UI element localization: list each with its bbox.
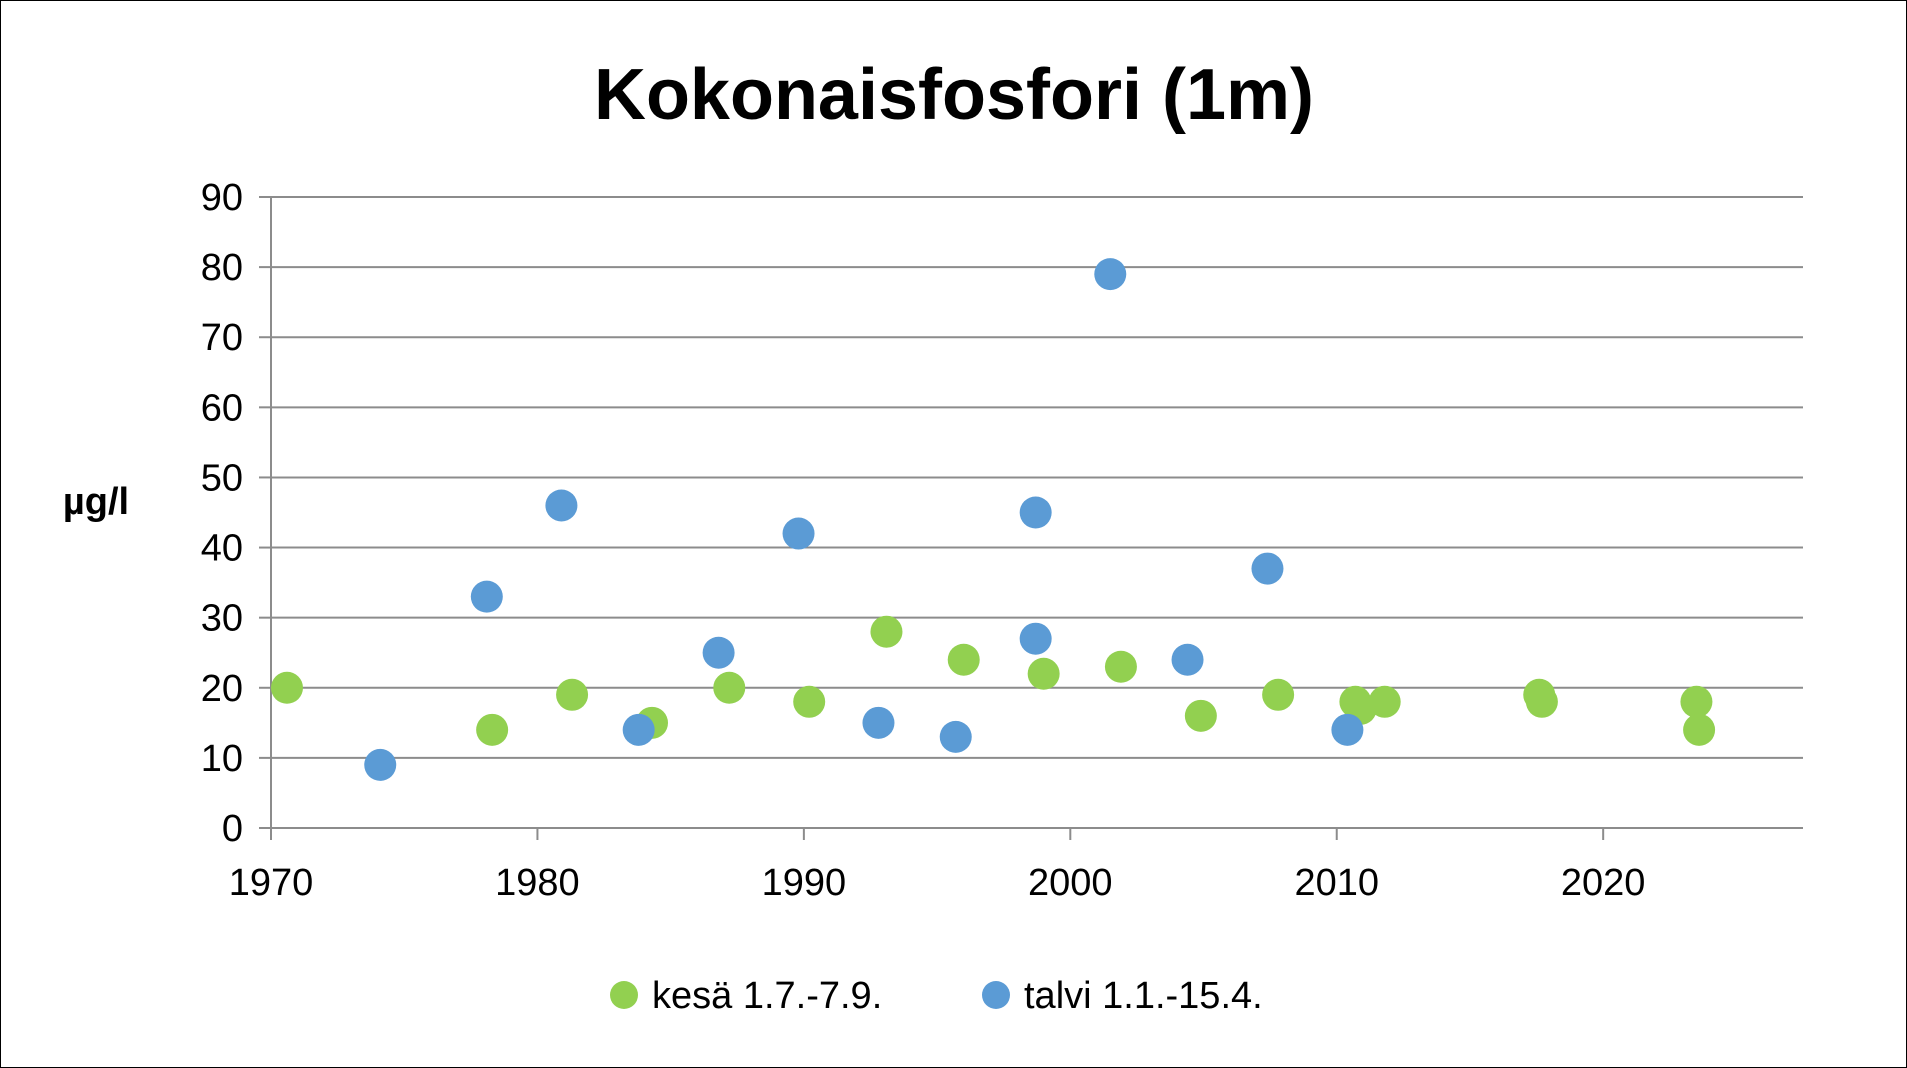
data-point: [1680, 685, 1713, 718]
data-point: [556, 678, 589, 711]
series-0: [270, 615, 1716, 746]
data-points: [270, 258, 1716, 781]
x-tick-label: 2020: [1561, 862, 1646, 904]
chart-title: Kokonaisfosfori (1m): [594, 55, 1314, 135]
data-point: [1683, 713, 1716, 746]
data-point: [545, 489, 578, 522]
x-tick-label: 2010: [1294, 862, 1379, 904]
y-tick-label: 80: [201, 247, 243, 289]
legend: kesä 1.7.-7.9. talvi 1.1.-15.4.: [610, 975, 1263, 1017]
data-point: [793, 685, 826, 718]
y-tick-label: 60: [201, 387, 243, 429]
axes: [259, 196, 1803, 840]
data-point: [270, 671, 303, 704]
data-point: [782, 517, 815, 550]
y-tick-label: 0: [222, 808, 243, 850]
y-tick-label: 40: [201, 528, 243, 570]
data-point: [364, 748, 397, 781]
y-tick-label: 20: [201, 668, 243, 710]
data-point: [1262, 678, 1295, 711]
y-tick-label: 10: [201, 738, 243, 780]
data-point: [476, 713, 509, 746]
data-point: [1184, 699, 1217, 732]
data-point: [1525, 685, 1558, 718]
data-point: [1251, 552, 1284, 585]
legend-label-1: talvi 1.1.-15.4.: [1024, 975, 1263, 1017]
data-point: [939, 720, 972, 753]
data-point: [1171, 643, 1204, 676]
data-point: [1331, 713, 1364, 746]
data-point: [1368, 685, 1401, 718]
gridlines: [271, 196, 1803, 759]
data-point: [1094, 258, 1127, 291]
legend-marker-0: [610, 981, 638, 1009]
legend-marker-1: [982, 981, 1010, 1009]
x-tick-label: 1970: [229, 862, 314, 904]
series-1: [364, 258, 1364, 781]
data-point: [1104, 650, 1137, 683]
y-axis-label: µg/l: [63, 481, 129, 523]
data-point: [1019, 622, 1052, 655]
data-point: [622, 713, 655, 746]
data-point: [713, 671, 746, 704]
y-tick-label: 90: [201, 177, 243, 219]
y-tick-labels: 0 10 20 30 40 50 60 70 80 90: [201, 177, 243, 850]
y-tick-label: 30: [201, 598, 243, 640]
data-point: [470, 580, 503, 613]
data-point: [862, 706, 895, 739]
x-tick-label: 2000: [1028, 862, 1113, 904]
x-tick-label: 1990: [762, 862, 847, 904]
data-point: [870, 615, 903, 648]
legend-label-0: kesä 1.7.-7.9.: [652, 975, 882, 1017]
data-point: [1019, 496, 1052, 529]
data-point: [702, 636, 735, 669]
y-tick-label: 50: [201, 457, 243, 499]
x-tick-label: 1980: [495, 862, 580, 904]
y-tick-label: 70: [201, 317, 243, 359]
data-point: [1027, 657, 1060, 690]
data-point: [947, 643, 980, 676]
x-tick-labels: 1970 1980 1990 2000 2010 2020: [229, 862, 1646, 904]
